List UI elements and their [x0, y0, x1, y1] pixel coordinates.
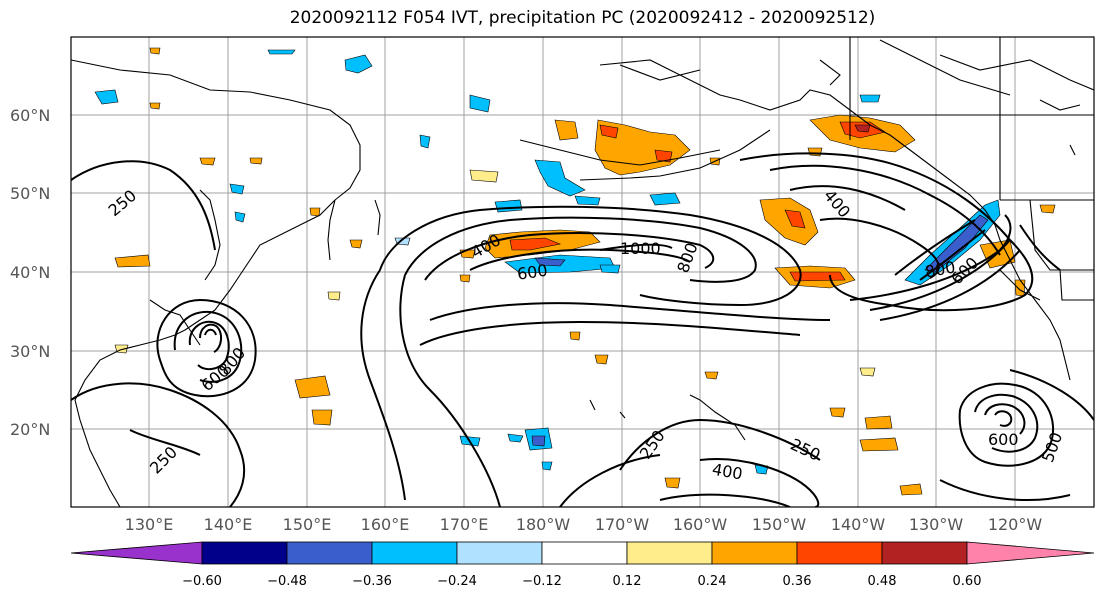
colorbar-ticks: −0.60 −0.48 −0.36 −0.24 −0.12 0.12 0.24 …: [182, 574, 981, 589]
lat-label-60n: 60°N: [10, 106, 50, 125]
colorbar-segment-2: [286, 541, 373, 565]
lon-label-170w: 170°W: [595, 515, 650, 534]
colorbar-segment-5: [541, 541, 628, 565]
colorbar-segment-0: [70, 541, 203, 565]
colorbar: [70, 541, 1095, 565]
lon-label-160e: 160°E: [361, 515, 410, 534]
colorbar-tick: 0.12: [613, 574, 642, 589]
lon-label-120w: 120°W: [988, 515, 1043, 534]
colorbar-tick: 0.60: [953, 574, 982, 589]
colorbar-segment-8: [796, 541, 883, 565]
colorbar-segment-7: [711, 541, 798, 565]
colorbar-segment-1: [201, 541, 288, 565]
contour-label-600: 600: [516, 261, 549, 284]
colorbar-segment-4: [456, 541, 543, 565]
lon-label-150w: 150°W: [752, 515, 807, 534]
lon-label-150e: 150°E: [283, 515, 332, 534]
ivt-contours: [71, 152, 1094, 507]
map-title: 2020092112 F054 IVT, precipitation PC (2…: [289, 8, 876, 28]
colorbar-tick: −0.48: [267, 574, 307, 589]
contour-label-600: 600: [988, 430, 1019, 449]
lat-label-40n: 40°N: [10, 263, 50, 282]
colorbar-segment-3: [371, 541, 458, 565]
colorbar-tick: 0.36: [783, 574, 812, 589]
lat-label-20n: 20°N: [10, 420, 50, 439]
lon-label-130w: 130°W: [909, 515, 964, 534]
colorbar-tick: −0.60: [182, 574, 222, 589]
colorbar-tick: 0.48: [868, 574, 897, 589]
coastlines: [71, 37, 1094, 507]
colorbar-tick: −0.12: [522, 574, 562, 589]
colorbar-segment-6: [626, 541, 713, 565]
negative-precip-shading: [94, 49, 1001, 475]
contour-label-1000: 1000: [620, 239, 661, 258]
colorbar-segment-9: [881, 541, 968, 565]
lon-label-140e: 140°E: [204, 515, 253, 534]
lon-label-160w: 160°W: [673, 515, 728, 534]
latitude-labels: 60°N 50°N 40°N 30°N 20°N: [10, 106, 50, 439]
lon-label-140w: 140°W: [831, 515, 886, 534]
colorbar-tick: −0.24: [437, 574, 477, 589]
positive-precip-shading: [114, 47, 1056, 496]
colorbar-tick: −0.36: [352, 574, 392, 589]
lat-label-30n: 30°N: [10, 342, 50, 361]
colorbar-tick: 0.24: [698, 574, 727, 589]
map-border: [70, 36, 1095, 508]
colorbar-segment-10: [966, 541, 1095, 565]
lon-label-130e: 130°E: [125, 515, 174, 534]
lat-label-50n: 50°N: [10, 184, 50, 203]
longitude-labels: 130°E 140°E 150°E 160°E 170°E 180°W 170°…: [125, 515, 1043, 534]
lon-label-170e: 170°E: [440, 515, 489, 534]
lon-label-180w: 180°W: [516, 515, 571, 534]
